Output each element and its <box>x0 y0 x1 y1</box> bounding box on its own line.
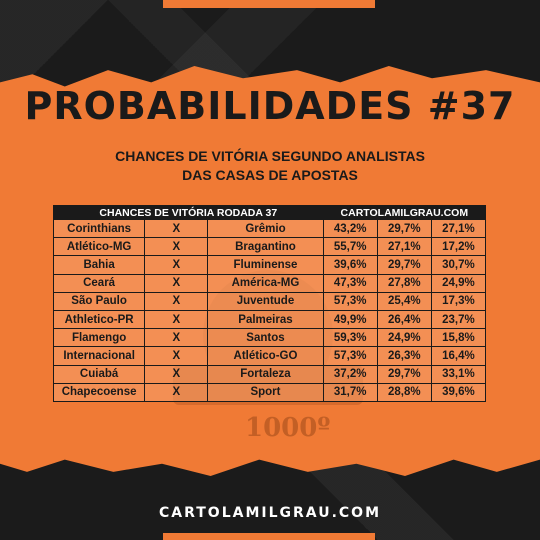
watermark-number: 1000º <box>245 413 331 443</box>
table-row: Ceará X América-MG 47,3% 27,8% 24,9% <box>52 273 487 293</box>
away-win-chance: 16,4% <box>430 346 487 366</box>
away-win-chance: 23,7% <box>430 309 487 330</box>
versus-mark: X <box>144 255 209 275</box>
top-accent-strip <box>163 0 375 8</box>
home-team: Atlético-MG <box>52 237 146 257</box>
away-team: Juventude <box>207 291 324 311</box>
header-left: CHANCES DE VITÓRIA RODADA 37 <box>53 205 324 220</box>
home-team: Internacional <box>52 346 146 366</box>
versus-mark: X <box>144 291 209 311</box>
away-win-chance: 17,3% <box>430 291 487 311</box>
versus-mark: X <box>144 382 209 402</box>
draw-chance: 26,3% <box>376 346 432 366</box>
draw-chance: 27,8% <box>376 273 432 293</box>
away-win-chance: 24,9% <box>430 273 487 293</box>
away-team: Palmeiras <box>207 309 324 330</box>
away-team: Grêmio <box>207 218 324 239</box>
home-team: São Paulo <box>52 291 146 311</box>
subtitle-line-2: DAS CASAS DE APOSTAS <box>182 167 358 183</box>
draw-chance: 29,7% <box>376 364 432 384</box>
draw-chance: 29,7% <box>376 255 432 275</box>
home-win-chance: 55,7% <box>322 237 378 257</box>
draw-chance: 28,8% <box>376 382 432 402</box>
table-row: Athletico-PR X Palmeiras 49,9% 26,4% 23,7% <box>52 309 487 330</box>
draw-chance: 25,4% <box>376 291 432 311</box>
table-row: Internacional X Atlético-GO 57,3% 26,3% 16,4% <box>52 346 487 366</box>
bottom-accent-strip <box>163 533 375 540</box>
away-win-chance: 17,2% <box>430 237 487 257</box>
home-win-chance: 39,6% <box>322 255 378 275</box>
draw-chance: 27,1% <box>376 237 432 257</box>
table-row: Cuiabá X Fortaleza 37,2% 29,7% 33,1% <box>52 364 487 384</box>
away-win-chance: 27,1% <box>430 218 487 239</box>
home-win-chance: 57,3% <box>322 291 378 311</box>
away-win-chance: 33,1% <box>430 364 487 384</box>
table-header-row: CHANCES DE VITÓRIA RODADA 37 CARTOLAMILG… <box>53 205 487 220</box>
away-win-chance: 15,8% <box>430 328 487 348</box>
home-win-chance: 31,7% <box>322 382 378 402</box>
versus-mark: X <box>144 346 209 366</box>
table-row: Flamengo X Santos 59,3% 24,9% 15,8% <box>52 328 487 348</box>
home-team: Ceará <box>52 273 146 293</box>
table-row: Bahia X Fluminense 39,6% 29,7% 30,7% <box>52 255 487 275</box>
table-row: Corinthians X Grêmio 43,2% 29,7% 27,1% <box>52 218 487 239</box>
home-team: Chapecoense <box>52 382 146 402</box>
home-win-chance: 59,3% <box>322 328 378 348</box>
home-win-chance: 47,3% <box>322 273 378 293</box>
footer-site: CARTOLAMILGRAU.COM <box>159 505 381 521</box>
home-team: Cuiabá <box>52 364 146 384</box>
table-row: Chapecoense X Sport 31,7% 28,8% 39,6% <box>52 382 487 402</box>
away-team: Atlético-GO <box>207 346 324 366</box>
versus-mark: X <box>144 309 209 330</box>
away-team: Sport <box>207 382 324 402</box>
home-team: Bahia <box>52 255 146 275</box>
probabilities-table: CHANCES DE VITÓRIA RODADA 37 CARTOLAMILG… <box>52 205 487 402</box>
away-team: Fluminense <box>207 255 324 275</box>
versus-mark: X <box>144 364 209 384</box>
away-team: Santos <box>207 328 324 348</box>
home-team: Flamengo <box>52 328 146 348</box>
versus-mark: X <box>144 237 209 257</box>
home-team: Corinthians <box>52 218 146 239</box>
away-win-chance: 39,6% <box>430 382 487 402</box>
home-win-chance: 43,2% <box>322 218 378 239</box>
away-team: Fortaleza <box>207 364 324 384</box>
away-team: Bragantino <box>207 237 324 257</box>
home-win-chance: 37,2% <box>322 364 378 384</box>
header-right: CARTOLAMILGRAU.COM <box>322 205 487 220</box>
page-title: PROBABILIDADES #37 <box>24 84 516 128</box>
draw-chance: 26,4% <box>376 309 432 330</box>
draw-chance: 24,9% <box>376 328 432 348</box>
table-row: Atlético-MG X Bragantino 55,7% 27,1% 17,2% <box>52 237 487 257</box>
versus-mark: X <box>144 273 209 293</box>
subtitle-line-1: CHANCES DE VITÓRIA SEGUNDO ANALISTAS <box>115 148 425 164</box>
table-row: São Paulo X Juventude 57,3% 25,4% 17,3% <box>52 291 487 311</box>
away-team: América-MG <box>207 273 324 293</box>
home-win-chance: 49,9% <box>322 309 378 330</box>
home-win-chance: 57,3% <box>322 346 378 366</box>
home-team: Athletico-PR <box>52 309 146 330</box>
versus-mark: X <box>144 218 209 239</box>
versus-mark: X <box>144 328 209 348</box>
away-win-chance: 30,7% <box>430 255 487 275</box>
draw-chance: 29,7% <box>376 218 432 239</box>
